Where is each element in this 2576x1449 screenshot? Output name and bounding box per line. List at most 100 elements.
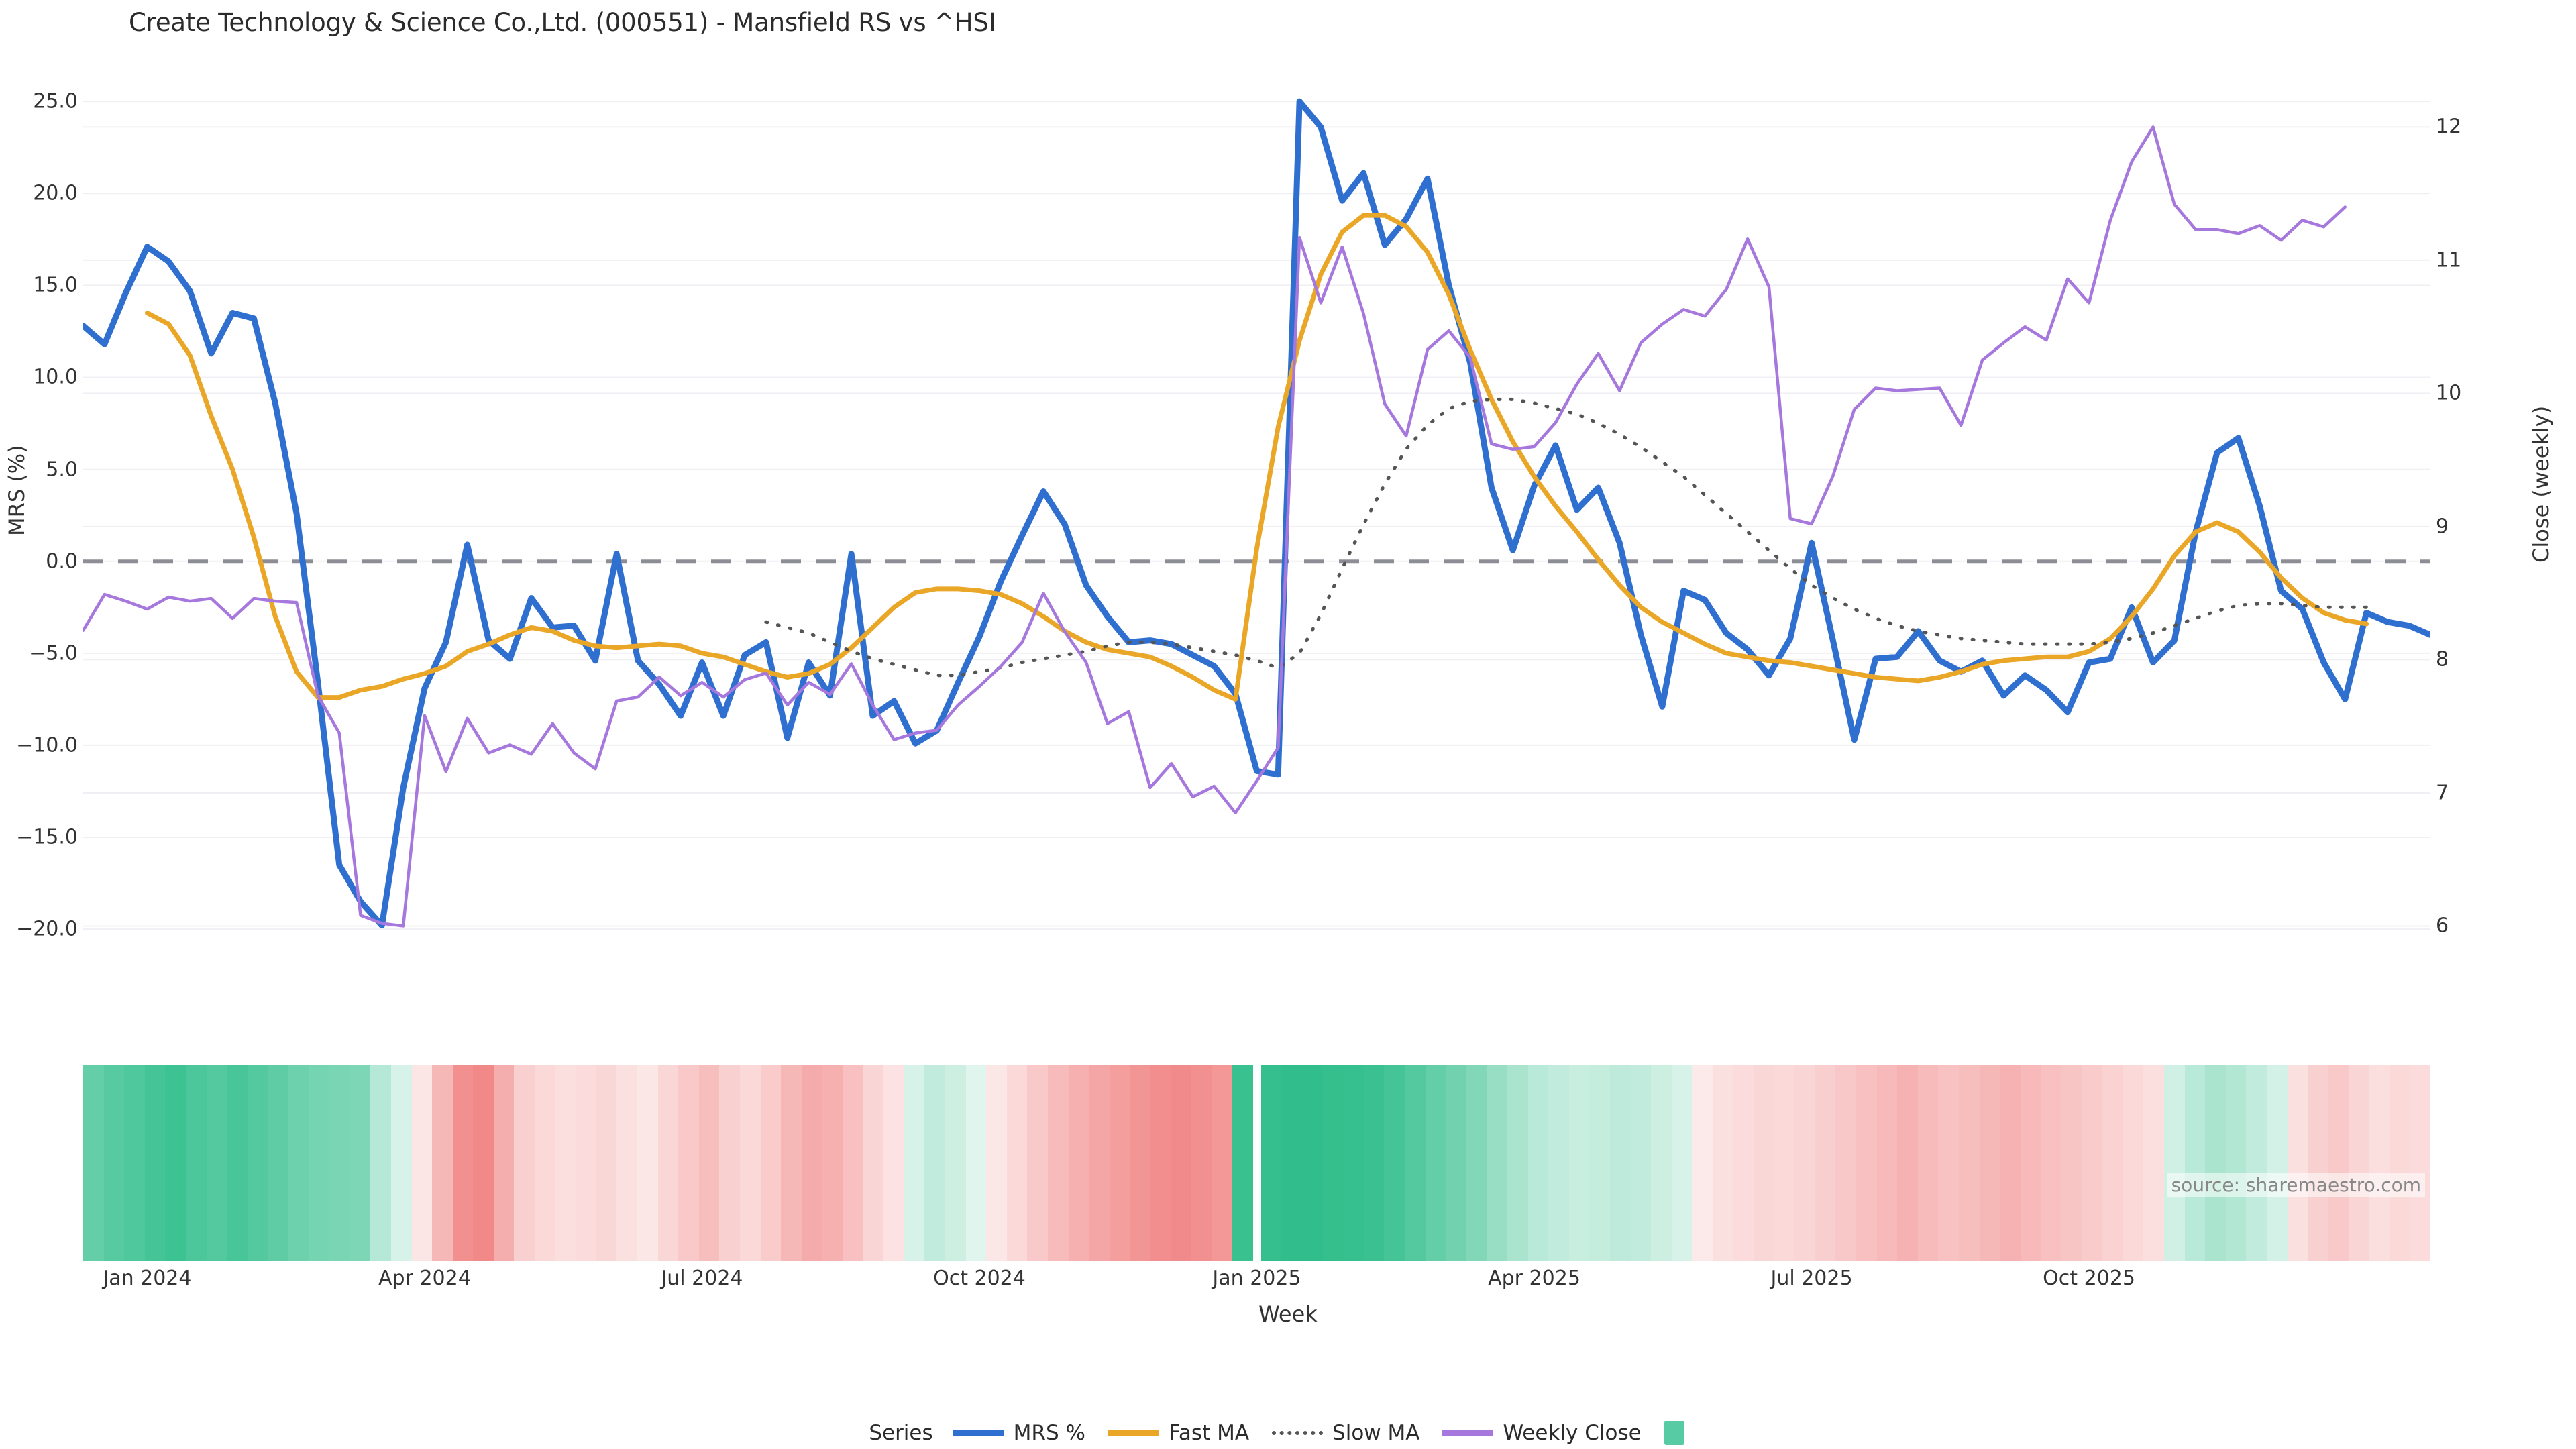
heat-cell xyxy=(1302,1065,1323,1261)
legend-item[interactable]: Weekly Close xyxy=(1442,1421,1642,1445)
heat-cell xyxy=(1589,1065,1610,1261)
heat-cell xyxy=(2349,1065,2369,1261)
legend-line-swatch-icon xyxy=(1108,1430,1159,1436)
heat-cell xyxy=(1774,1065,1795,1261)
heat-cell xyxy=(2205,1065,2226,1261)
heat-cell xyxy=(1425,1065,1446,1261)
heat-cell xyxy=(329,1065,350,1261)
heat-cell xyxy=(2266,1065,2288,1261)
heat-gap xyxy=(1252,1065,1261,1261)
heat-cell xyxy=(1835,1065,1857,1261)
heat-cell xyxy=(2369,1065,2390,1261)
heat-cell xyxy=(2184,1065,2206,1261)
heat-cell xyxy=(2143,1065,2164,1261)
x-axis-label: Week xyxy=(1258,1301,1318,1327)
left-y-tick-label: −20.0 xyxy=(16,917,78,941)
heat-cell xyxy=(473,1065,494,1261)
heat-cell xyxy=(1671,1065,1693,1261)
left-y-tick-label: 0.0 xyxy=(46,549,78,574)
heat-cell xyxy=(555,1065,576,1261)
left-y-tick-label: 15.0 xyxy=(33,273,78,297)
heat-cell xyxy=(2082,1065,2103,1261)
heat-cell xyxy=(1507,1065,1528,1261)
x-tick-label: Jul 2025 xyxy=(1770,1267,1853,1290)
heat-cell xyxy=(1089,1065,1110,1261)
heat-cell xyxy=(1260,1065,1282,1261)
x-tick-label: Apr 2024 xyxy=(378,1267,471,1290)
heat-cell xyxy=(1191,1065,1212,1261)
heat-cell xyxy=(124,1065,145,1261)
heat-cell xyxy=(390,1065,412,1261)
heat-cell xyxy=(1794,1065,1815,1261)
heat-cell xyxy=(760,1065,782,1261)
heat-cell xyxy=(268,1065,288,1261)
right-y-tick-label: 6 xyxy=(2436,914,2449,938)
heat-cell xyxy=(1548,1065,1569,1261)
heat-cell xyxy=(309,1065,330,1261)
heat-cell xyxy=(1815,1065,1836,1261)
heat-cell xyxy=(740,1065,761,1261)
heat-cell xyxy=(2000,1065,2021,1261)
left-y-tick-label: −5.0 xyxy=(29,641,78,665)
right-y-tick-label: 8 xyxy=(2436,647,2449,672)
legend-item-label: Slow MA xyxy=(1332,1421,1420,1445)
legend-item[interactable]: MRS % xyxy=(953,1421,1085,1445)
mrs-heat-strip: source: sharemaestro.com xyxy=(83,1065,2430,1261)
x-tick-label: Oct 2025 xyxy=(2043,1267,2135,1290)
series-lines xyxy=(83,98,2430,929)
series-line-weekly-close xyxy=(83,125,2347,928)
heat-cell xyxy=(1733,1065,1754,1261)
heat-cell xyxy=(1363,1065,1385,1261)
heat-cell xyxy=(863,1065,884,1261)
heat-cell xyxy=(1212,1065,1233,1261)
heat-cell xyxy=(1150,1065,1171,1261)
heat-cell xyxy=(411,1065,433,1261)
legend-item[interactable] xyxy=(1664,1421,1684,1445)
right-y-tick-label: 11 xyxy=(2436,248,2462,272)
heat-cell xyxy=(1692,1065,1713,1261)
heat-cell xyxy=(1281,1065,1303,1261)
heat-cell xyxy=(2308,1065,2328,1261)
x-tick-label: Oct 2024 xyxy=(933,1267,1026,1290)
heat-cell xyxy=(616,1065,638,1261)
heat-cell xyxy=(1047,1065,1069,1261)
heat-cell xyxy=(1754,1065,1774,1261)
gridlines xyxy=(83,101,2430,930)
heat-cell xyxy=(576,1065,596,1261)
heat-cell xyxy=(83,1065,104,1261)
x-tick-label: Jan 2025 xyxy=(1212,1267,1301,1290)
heat-cell xyxy=(924,1065,945,1261)
heat-cell xyxy=(1959,1065,1980,1261)
heat-cell xyxy=(883,1065,904,1261)
legend-item[interactable]: Slow MA xyxy=(1272,1421,1419,1445)
heat-cell xyxy=(1630,1065,1652,1261)
heat-cell xyxy=(2061,1065,2082,1261)
heat-cell xyxy=(370,1065,391,1261)
heat-cell xyxy=(1979,1065,2000,1261)
heat-cell xyxy=(781,1065,802,1261)
heat-cell xyxy=(1006,1065,1028,1261)
legend-line-swatch-icon xyxy=(1272,1431,1324,1435)
heat-cell xyxy=(144,1065,166,1261)
left-y-tick-label: 20.0 xyxy=(33,181,78,205)
heat-cell xyxy=(657,1065,679,1261)
heat-cell xyxy=(2163,1065,2185,1261)
heat-cell xyxy=(945,1065,966,1261)
chart-title: Create Technology & Science Co.,Ltd. (00… xyxy=(129,8,996,37)
heat-cell xyxy=(227,1065,248,1261)
heat-cell xyxy=(288,1065,309,1261)
heat-cell xyxy=(1917,1065,1939,1261)
heat-cell xyxy=(1322,1065,1344,1261)
heat-cell xyxy=(2020,1065,2041,1261)
plot-svg xyxy=(83,98,2430,930)
series-line-fast-ma xyxy=(144,213,2369,702)
legend-heat-swatch-icon xyxy=(1664,1421,1684,1445)
heat-cell xyxy=(2123,1065,2144,1261)
heat-cell xyxy=(1068,1065,1089,1261)
heat-cell xyxy=(1027,1065,1048,1261)
plot-area xyxy=(83,74,2430,966)
heat-cell xyxy=(535,1065,555,1261)
legend-item[interactable]: Fast MA xyxy=(1108,1421,1249,1445)
heat-cell xyxy=(822,1065,843,1261)
